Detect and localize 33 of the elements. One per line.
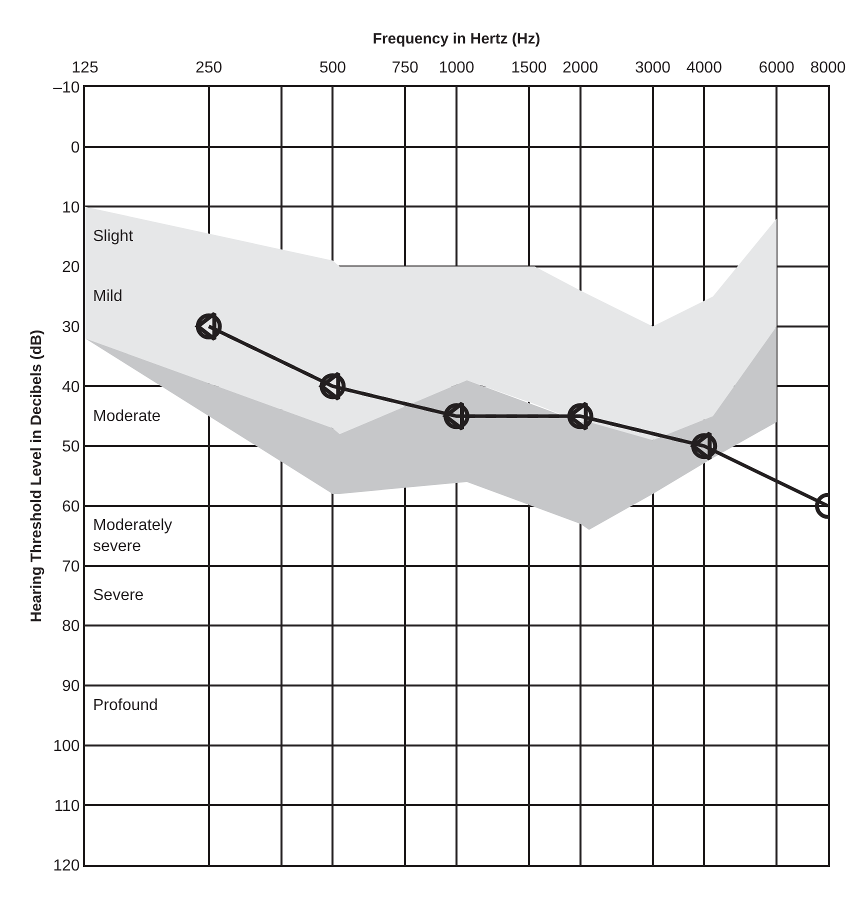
x-tick-label: 3000 xyxy=(634,60,671,77)
y-tick-label: 120 xyxy=(53,858,80,875)
x-tick-label: 8000 xyxy=(810,60,846,77)
annotation: Mild xyxy=(93,288,122,305)
x-tick-label: 750 xyxy=(392,60,419,77)
x-tick-label: 500 xyxy=(319,60,346,77)
x-tick-label: 4000 xyxy=(686,60,722,77)
y-tick-label: 100 xyxy=(53,738,80,755)
y-axis-title: Hearing Threshold Level in Decibels (dB) xyxy=(28,330,45,622)
y-tick-label: 60 xyxy=(62,498,80,516)
y-tick-label: 70 xyxy=(62,558,80,576)
y-tick-label: 30 xyxy=(62,318,80,336)
y-tick-label: 40 xyxy=(62,378,80,396)
annotation: Slight xyxy=(93,228,134,245)
annotation: Profound xyxy=(93,697,158,714)
y-tick-label: –10 xyxy=(53,80,80,97)
x-tick-label: 125 xyxy=(72,60,98,77)
y-tick-label: 50 xyxy=(62,438,80,456)
y-tick-label: 10 xyxy=(62,199,80,216)
x-axis-title: Frequency in Hertz (Hz) xyxy=(372,30,540,48)
y-tick-label: 80 xyxy=(62,618,80,636)
y-tick-label: 90 xyxy=(62,678,80,696)
annotation: Moderate xyxy=(93,408,161,425)
x-tick-label: 2000 xyxy=(562,60,598,77)
x-tick-label: 250 xyxy=(195,60,222,77)
y-tick-label: 20 xyxy=(62,259,80,276)
annotation: Moderately severe xyxy=(93,517,172,555)
y-tick-label: 0 xyxy=(70,139,80,156)
annotation: Severe xyxy=(93,587,144,604)
x-tick-label: 1000 xyxy=(438,60,474,77)
x-tick-label: 1500 xyxy=(511,60,547,77)
y-tick-label: 110 xyxy=(54,798,80,815)
x-tick-label: 6000 xyxy=(758,60,794,77)
